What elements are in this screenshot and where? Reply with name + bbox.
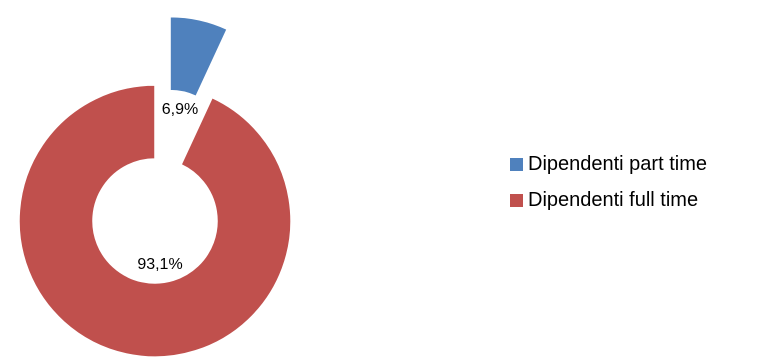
slice-label-full-time: 93,1%	[137, 256, 182, 273]
legend-swatch-part-time	[510, 157, 523, 171]
legend-item-full-time: Dipendenti full time	[510, 187, 707, 213]
donut-slice-full-time	[18, 84, 292, 358]
legend-item-part-time: Dipendenti part time	[510, 151, 707, 177]
legend-swatch-full-time	[510, 193, 523, 207]
legend-label-part-time: Dipendenti part time	[528, 152, 707, 175]
donut-slice-part-time	[169, 15, 229, 98]
slice-label-part-time: 6,9%	[162, 101, 198, 118]
donut-chart: 6,9% 93,1%	[18, 15, 292, 358]
legend: Dipendenti part time Dipendenti full tim…	[510, 151, 707, 223]
legend-label-full-time: Dipendenti full time	[528, 188, 699, 211]
